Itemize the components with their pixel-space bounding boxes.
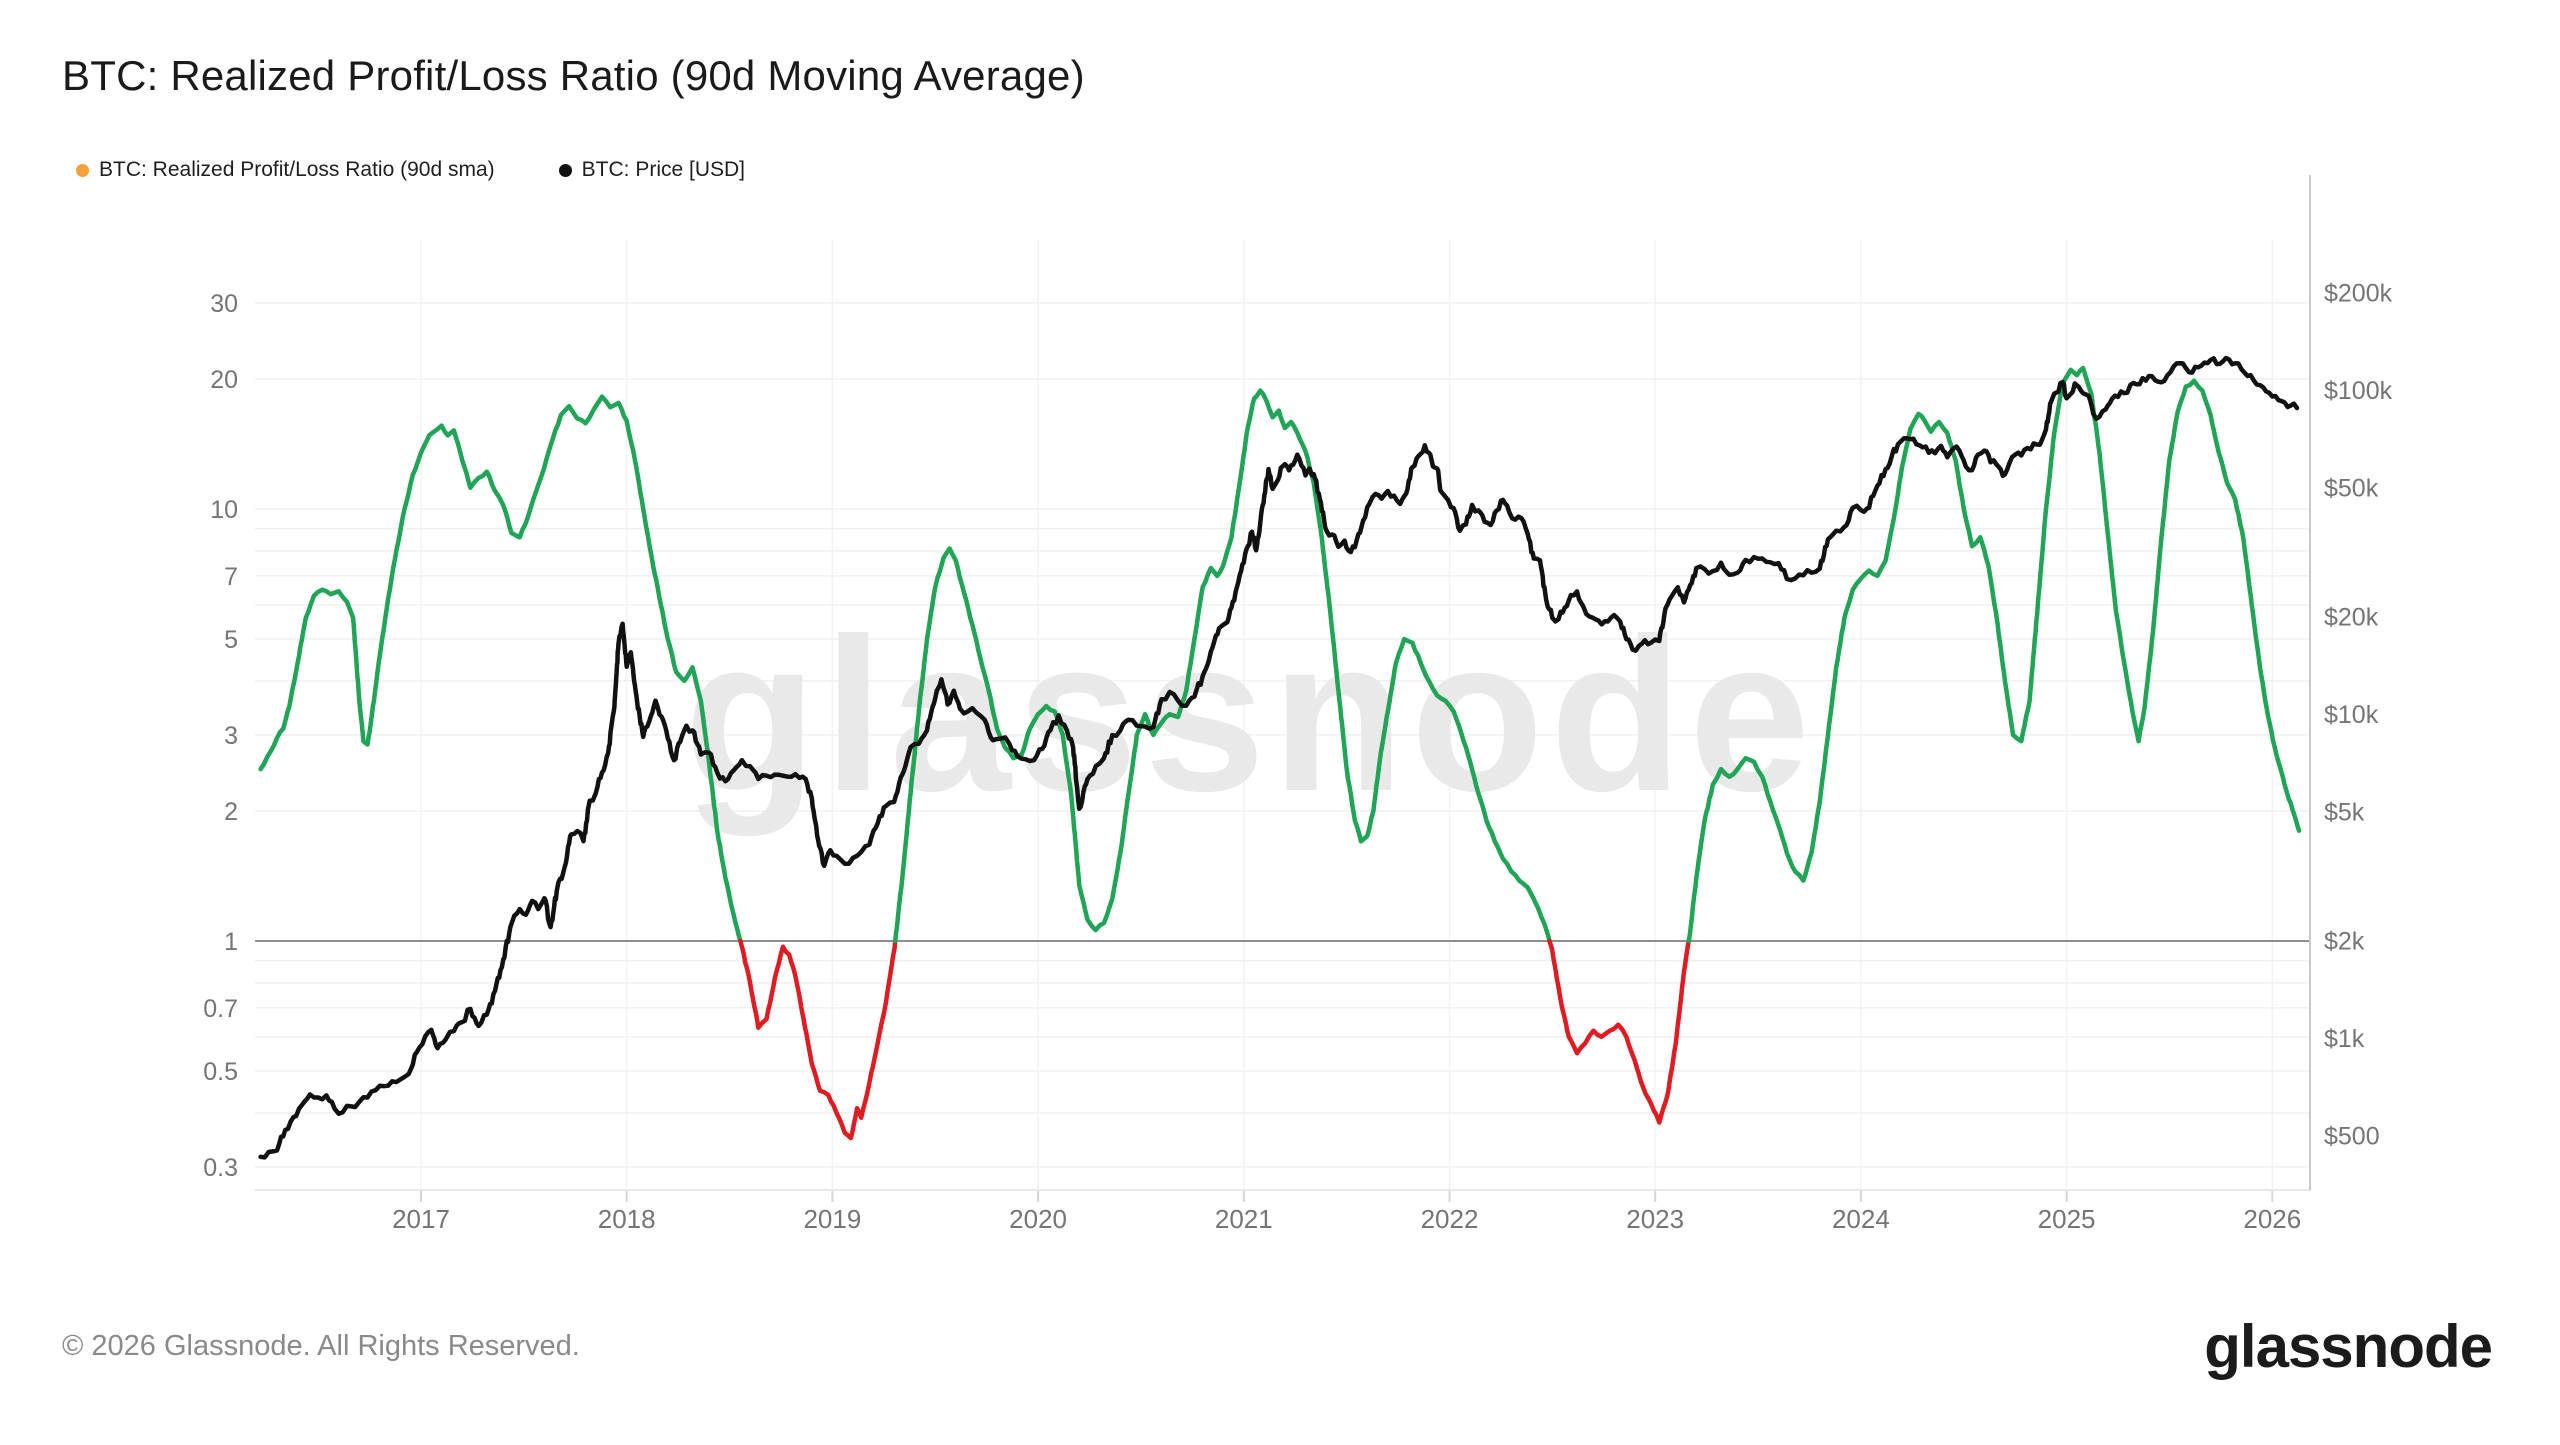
left-axis-tick-label: 5 xyxy=(224,626,238,654)
x-axis-tick-label: 2022 xyxy=(1421,1204,1479,1234)
left-axis-tick-label: 2 xyxy=(224,798,238,826)
x-axis-tick-label: 2017 xyxy=(392,1204,450,1234)
x-axis-tick-label: 2021 xyxy=(1215,1204,1273,1234)
right-axis-tick-label: $20k xyxy=(2324,603,2379,631)
legend-label-ratio: BTC: Realized Profit/Loss Ratio (90d sma… xyxy=(99,158,495,181)
legend-label-price: BTC: Price [USD] xyxy=(581,158,746,181)
x-axis-tick-label: 2026 xyxy=(2243,1204,2301,1234)
price-line xyxy=(258,355,2300,1160)
left-axis-tick-label: 0.3 xyxy=(203,1154,238,1182)
ratio-line-green-segment xyxy=(258,394,743,944)
left-axis-tick-label: 3 xyxy=(224,722,238,750)
right-axis-tick-label: $10k xyxy=(2324,701,2379,729)
x-axis-tick-label: 2023 xyxy=(1626,1204,1684,1234)
chart-legend: BTC: Realized Profit/Loss Ratio (90d sma… xyxy=(76,158,745,182)
legend-dot-ratio-icon xyxy=(76,163,89,177)
left-axis-tick-label: 1 xyxy=(224,928,238,956)
glassnode-logo: glassnode xyxy=(2204,1313,2493,1380)
right-axis-tick-label: $2k xyxy=(2324,927,2365,955)
right-axis-tick-label: $5k xyxy=(2324,799,2365,827)
left-axis-tick-label: 0.5 xyxy=(203,1058,238,1086)
ratio-line-green-segment xyxy=(892,388,1552,944)
copyright-text: © 2026 Glassnode. All Rights Reserved. xyxy=(62,1330,580,1362)
ratio-line-green-segment xyxy=(1686,365,2302,944)
right-axis-tick-label: $1k xyxy=(2324,1025,2365,1053)
ratio-line-red-segment xyxy=(1547,938,1691,1125)
right-axis-tick-label: $100k xyxy=(2324,377,2393,405)
left-axis-tick-label: 10 xyxy=(210,496,238,524)
left-axis-tick-label: 7 xyxy=(224,563,238,591)
x-axis-tick-label: 2024 xyxy=(1832,1204,1890,1234)
page-title: BTC: Realized Profit/Loss Ratio (90d Mov… xyxy=(62,52,1085,99)
x-axis-tick-label: 2020 xyxy=(1009,1204,1067,1234)
x-axis-tick-label: 2025 xyxy=(2038,1204,2096,1234)
right-axis-tick-label: $200k xyxy=(2324,279,2393,307)
ratio-line-red-segment xyxy=(738,938,898,1141)
right-axis-tick-label: $50k xyxy=(2324,475,2379,503)
right-axis-tick-label: $500 xyxy=(2324,1123,2380,1151)
watermark-text: glassnode xyxy=(684,594,1816,837)
left-axis-tick-label: 20 xyxy=(210,366,238,394)
x-axis-tick-label: 2018 xyxy=(598,1204,656,1234)
left-axis-tick-label: 30 xyxy=(210,290,238,318)
x-axis-tick-label: 2019 xyxy=(803,1204,861,1234)
legend-dot-price-icon xyxy=(558,163,572,177)
legend-item-ratio[interactable]: BTC: Realized Profit/Loss Ratio (90d sma… xyxy=(76,158,495,182)
legend-item-price[interactable]: BTC: Price [USD] xyxy=(558,158,746,182)
left-axis-tick-label: 0.7 xyxy=(203,995,238,1023)
